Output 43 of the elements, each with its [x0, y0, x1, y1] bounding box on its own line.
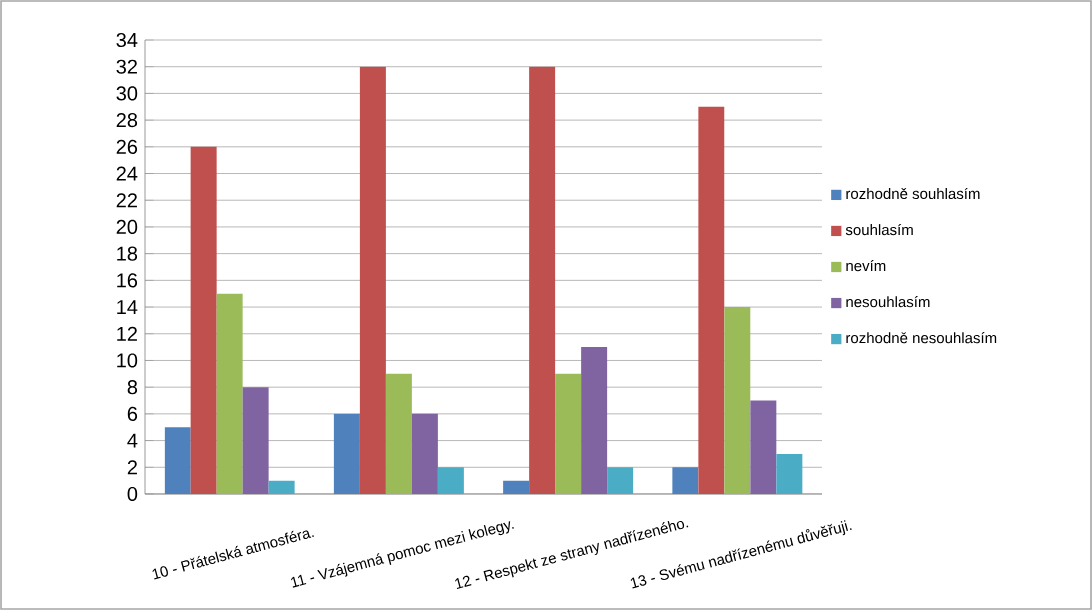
bar [242, 387, 269, 494]
legend-label: souhlasím [845, 223, 913, 236]
bar [164, 427, 191, 494]
y-tick-label: 30 [116, 86, 138, 101]
bar [529, 66, 556, 494]
bar [776, 453, 803, 494]
y-tick-label: 2 [127, 460, 137, 475]
y-tick-label: 34 [116, 32, 138, 48]
y-tick-label: 6 [127, 406, 138, 421]
y-tick-label: 8 [127, 380, 138, 395]
y-tick-label: 12 [117, 326, 137, 341]
legend-label: rozhodně souhlasím [846, 187, 980, 200]
y-tick-label: 14 [117, 300, 138, 314]
y-tick-label: 16 [117, 273, 138, 288]
y-tick-label: 0 [127, 486, 138, 502]
y-tick-label: 18 [117, 246, 138, 261]
bar [333, 413, 360, 494]
bar [437, 467, 464, 494]
y-tick-label: 22 [116, 193, 137, 208]
bar [724, 307, 751, 494]
bar [750, 400, 777, 494]
legend-label: nesouhlasím [846, 296, 930, 308]
y-tick-label: 28 [116, 113, 138, 128]
bar [503, 480, 530, 494]
y-tick-label: 24 [116, 166, 138, 181]
bar [672, 467, 699, 494]
bar [385, 373, 412, 494]
bar [359, 66, 386, 494]
y-tick-label: 20 [116, 219, 138, 235]
legend-label: nevím [846, 259, 886, 272]
bar [581, 347, 608, 494]
y-tick-label: 26 [116, 139, 138, 154]
y-tick-label: 4 [127, 433, 138, 448]
y-tick-label: 32 [116, 59, 137, 74]
bar [190, 146, 217, 494]
bar [216, 293, 243, 494]
bar [555, 373, 582, 494]
bar [698, 106, 725, 494]
y-tick-label: 10 [117, 353, 138, 368]
legend-label: rozhodně nesouhlasím [846, 332, 997, 344]
bar [607, 467, 634, 494]
bar [268, 480, 295, 494]
bar [411, 413, 438, 494]
